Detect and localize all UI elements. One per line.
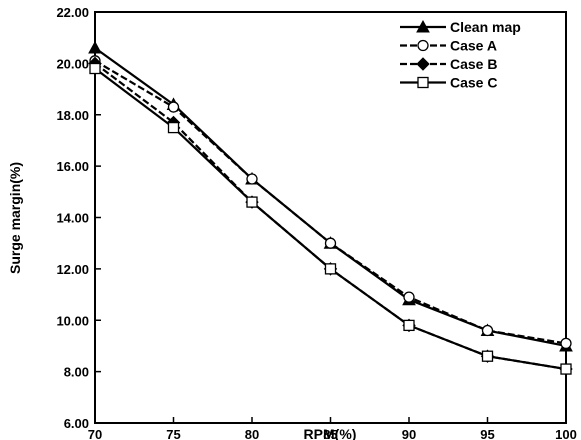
data-point-case-c — [324, 263, 337, 275]
series-markers — [88, 40, 573, 376]
legend-marker-case-a — [417, 39, 429, 52]
data-point-case-a — [324, 237, 337, 249]
series-line-case-c — [94, 67, 567, 371]
legend-label-case-c: Case C — [450, 75, 497, 91]
y-tick-label: 10.00 — [56, 313, 89, 328]
x-tick-label: 70 — [88, 427, 102, 440]
legend-marker-case-c — [417, 76, 429, 89]
legend-label-case-b: Case B — [450, 56, 497, 72]
data-point-case-c — [246, 196, 258, 208]
data-point-case-a — [481, 324, 494, 337]
legend-label-case-a: Case A — [450, 38, 497, 54]
y-tick-label: 22.00 — [56, 5, 89, 20]
y-tick-label: 6.00 — [64, 416, 89, 431]
data-point-case-c — [560, 363, 572, 375]
y-tick-label: 18.00 — [56, 108, 89, 123]
y-tick-label: 12.00 — [56, 262, 89, 277]
data-point-case-c — [403, 319, 415, 332]
series-line-case-a — [94, 59, 567, 345]
data-point-case-c — [481, 350, 494, 362]
legend: Clean map Case A Case B Case C — [400, 19, 521, 91]
series-line-case-b — [94, 62, 567, 371]
series-lines — [94, 47, 567, 371]
data-point-case-c — [167, 121, 180, 134]
y-axis-title: Surge margin(%) — [7, 162, 23, 274]
x-tick-label: 85 — [323, 427, 337, 440]
data-point-case-a — [403, 291, 415, 303]
x-tick-label: 100 — [555, 427, 577, 440]
x-tick-label: 75 — [166, 427, 180, 440]
y-tick-label: 14.00 — [56, 211, 89, 226]
data-point-case-a — [167, 101, 180, 113]
x-axis-title: RPM(%) — [304, 426, 357, 440]
legend-marker-clean-map — [416, 19, 430, 33]
x-tick-label: 95 — [480, 427, 494, 440]
y-tick-label: 16.00 — [56, 159, 89, 174]
y-tick-label: 8.00 — [64, 365, 89, 380]
data-point-clean-map — [88, 40, 102, 54]
x-tick-label: 90 — [402, 427, 416, 440]
data-point-case-a — [560, 337, 572, 350]
data-point-case-c — [89, 62, 101, 75]
legend-marker-case-b — [416, 57, 430, 71]
legend-label-clean-map: Clean map — [450, 19, 521, 35]
axis-ticks: 70 75 80 85 90 95 100 6.00 8.00 10.00 12.00 14.00 16… — [56, 5, 576, 440]
y-tick-label: 20.00 — [56, 56, 89, 71]
series-line-clean-map — [94, 47, 567, 348]
data-point-case-a — [246, 173, 258, 185]
x-tick-label: 80 — [245, 427, 259, 440]
